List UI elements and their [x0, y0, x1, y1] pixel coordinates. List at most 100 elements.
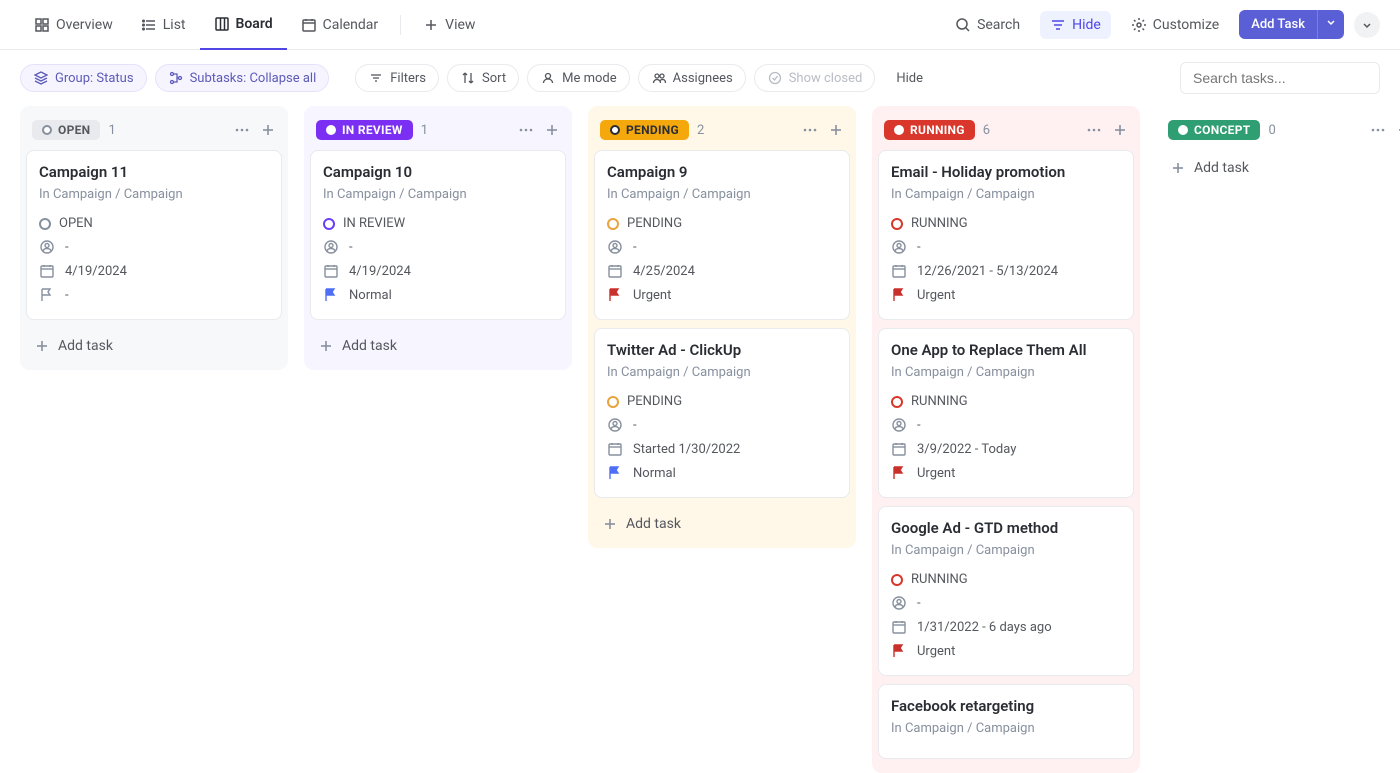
search-icon [955, 17, 971, 33]
status-pill[interactable]: OPEN [32, 120, 100, 140]
layers-icon [33, 70, 49, 86]
calendar-icon [891, 619, 907, 635]
task-card[interactable]: Twitter Ad - ClickUpIn Campaign / Campai… [594, 328, 850, 498]
pill-label: Show closed [789, 71, 863, 86]
task-card[interactable]: Email - Holiday promotionIn Campaign / C… [878, 150, 1134, 320]
tab-calendar[interactable]: Calendar [287, 0, 393, 50]
group-chip[interactable]: Group: Status [20, 64, 147, 92]
search-input[interactable] [1180, 62, 1380, 94]
toolbar: Group: Status Subtasks: Collapse all Fil… [0, 50, 1400, 106]
task-card[interactable]: Campaign 11In Campaign / CampaignOPEN-4/… [26, 150, 282, 320]
column-add-button[interactable] [1112, 122, 1128, 138]
task-card[interactable]: Facebook retargetingIn Campaign / Campai… [878, 684, 1134, 759]
search-button[interactable]: Search [945, 11, 1030, 39]
tab-list[interactable]: List [127, 0, 200, 50]
tab-overview[interactable]: Overview [20, 0, 127, 50]
tab-add-view[interactable]: View [409, 0, 489, 50]
card-status-row: OPEN [39, 212, 269, 235]
add-task-row[interactable]: Add task [26, 328, 282, 364]
add-task-label: Add task [342, 338, 397, 354]
customize-label: Customize [1153, 17, 1219, 33]
person-icon [891, 239, 907, 255]
add-task-main[interactable]: Add Task [1239, 10, 1317, 39]
hide-button[interactable]: Hide [1040, 11, 1111, 39]
me-mode-button[interactable]: Me mode [527, 64, 630, 92]
card-assignee: - [349, 240, 353, 255]
calendar-icon [891, 441, 907, 457]
status-dot-icon [607, 396, 619, 408]
card-priority: Normal [633, 466, 676, 481]
card-subtitle: In Campaign / Campaign [607, 187, 837, 202]
flag-icon [891, 287, 907, 303]
card-assignee-row: - [891, 591, 1121, 615]
column-add-button[interactable] [828, 122, 844, 138]
card-priority: Urgent [633, 288, 671, 303]
top-nav: Overview List Board Calendar View Search… [0, 0, 1400, 50]
task-card[interactable]: One App to Replace Them AllIn Campaign /… [878, 328, 1134, 498]
pill-label: Hide [896, 71, 923, 86]
pill-label: Me mode [562, 71, 617, 86]
subtasks-chip[interactable]: Subtasks: Collapse all [155, 64, 330, 92]
collapse-toggle[interactable] [1354, 12, 1380, 38]
add-task-row[interactable]: Add task [594, 506, 850, 542]
subtask-icon [168, 70, 184, 86]
add-task-label: Add task [626, 516, 681, 532]
add-task-row[interactable]: Add task [1162, 150, 1400, 186]
tab-board[interactable]: Board [200, 0, 287, 50]
card-priority: Urgent [917, 466, 955, 481]
column-more-button[interactable] [802, 122, 818, 138]
person-icon [323, 239, 339, 255]
plus-icon [318, 338, 334, 354]
column-more-button[interactable] [234, 122, 250, 138]
column-more-button[interactable] [518, 122, 534, 138]
card-date-row: 4/25/2024 [607, 259, 837, 283]
column-header: CONCEPT0 [1162, 112, 1400, 150]
column-more-button[interactable] [1086, 122, 1102, 138]
card-assignee: - [917, 596, 921, 611]
show-closed-button[interactable]: Show closed [754, 64, 876, 92]
calendar-icon [301, 17, 317, 33]
filters-button[interactable]: Filters [355, 64, 439, 92]
card-assignee: - [633, 240, 637, 255]
card-status-row: RUNNING [891, 390, 1121, 413]
card-assignee-row: - [323, 235, 553, 259]
flag-icon [891, 643, 907, 659]
people-icon [651, 70, 667, 86]
status-pill[interactable]: CONCEPT [1168, 120, 1260, 140]
card-title: Campaign 11 [39, 163, 269, 181]
card-date: 3/9/2022 - Today [917, 442, 1016, 457]
column-add-button[interactable] [544, 122, 560, 138]
hide-icon [1050, 17, 1066, 33]
status-dot-icon [891, 574, 903, 586]
task-card[interactable]: Google Ad - GTD methodIn Campaign / Camp… [878, 506, 1134, 676]
pill-label: Filters [390, 71, 426, 86]
status-pill[interactable]: RUNNING [884, 120, 975, 140]
status-pill[interactable]: PENDING [600, 120, 689, 140]
column-add-button[interactable] [260, 122, 276, 138]
card-assignee-row: - [891, 235, 1121, 259]
card-assignee: - [65, 240, 69, 255]
pill-label: Sort [482, 71, 506, 86]
flag-icon [891, 465, 907, 481]
task-card[interactable]: Campaign 10In Campaign / CampaignIN REVI… [310, 150, 566, 320]
check-circle-icon [767, 70, 783, 86]
column-pending: PENDING2Campaign 9In Campaign / Campaign… [588, 106, 856, 548]
card-date-row: Started 1/30/2022 [607, 437, 837, 461]
add-task-dropdown[interactable] [1317, 10, 1344, 39]
add-task-row[interactable]: Add task [310, 328, 566, 364]
card-status-row: PENDING [607, 212, 837, 235]
status-pill[interactable]: IN REVIEW [316, 120, 413, 140]
column-concept: CONCEPT0Add task [1156, 106, 1400, 192]
chip-label: Subtasks: Collapse all [190, 71, 317, 86]
card-assignee-row: - [39, 235, 269, 259]
card-status-row: RUNNING [891, 568, 1121, 591]
column-header: IN REVIEW1 [310, 112, 566, 150]
column-add-button[interactable] [1396, 122, 1400, 138]
column-more-button[interactable] [1370, 122, 1386, 138]
sort-button[interactable]: Sort [447, 64, 519, 92]
card-date: Started 1/30/2022 [633, 442, 740, 457]
hide-toolbar-button[interactable]: Hide [883, 65, 936, 92]
customize-button[interactable]: Customize [1121, 11, 1229, 39]
task-card[interactable]: Campaign 9In Campaign / CampaignPENDING-… [594, 150, 850, 320]
assignees-button[interactable]: Assignees [638, 64, 746, 92]
